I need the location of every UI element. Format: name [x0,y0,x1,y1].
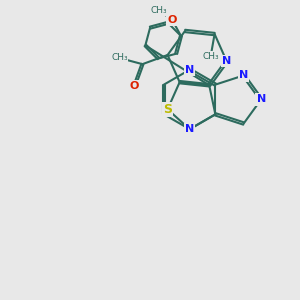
Text: CH₃: CH₃ [202,52,219,61]
Text: CH₃: CH₃ [150,6,167,15]
Text: N: N [185,65,194,75]
Text: O: O [167,15,177,25]
Text: N: N [256,94,266,104]
Text: O: O [130,82,139,92]
Text: CH₃: CH₃ [111,53,128,62]
Text: S: S [163,103,172,116]
Text: N: N [239,70,248,80]
Text: N: N [185,124,194,134]
Text: N: N [222,56,231,66]
